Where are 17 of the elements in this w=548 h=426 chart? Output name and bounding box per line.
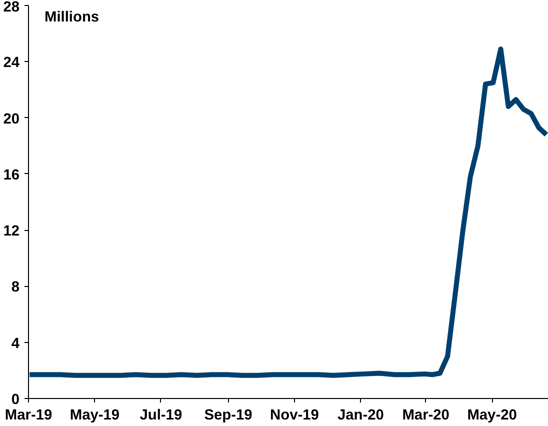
x-tick-label: Jan-20 [337,408,384,424]
x-tick-label: May-19 [70,408,120,424]
y-tick-label: 8 [11,280,20,296]
y-tick-label: 4 [11,336,20,352]
x-tick-label: Nov-19 [270,408,319,424]
y-tick-label: 28 [3,0,20,16]
x-tick-label: Mar-19 [4,408,52,424]
y-axis-title: Millions [44,10,100,26]
x-tick-label: Jul-19 [140,408,182,424]
y-tick-label: 16 [3,167,20,184]
y-tick-label: 0 [11,392,20,408]
y-tick-label: 12 [3,224,20,240]
x-tick-label: Mar-20 [402,408,450,424]
y-tick-label: 20 [3,111,20,128]
x-tick-label: Sep-19 [204,408,252,424]
y-tick-label: 24 [3,55,20,72]
x-tick-label: May-20 [467,408,517,424]
